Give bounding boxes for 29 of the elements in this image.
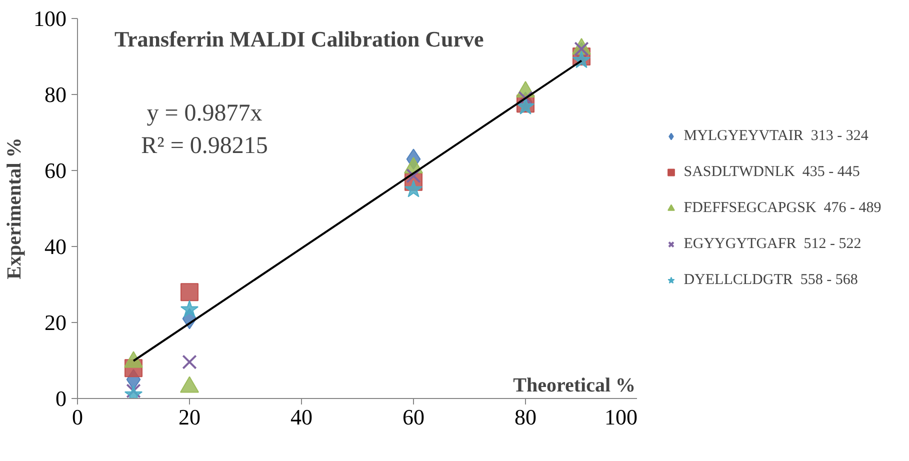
x-tick-label: 0 [72,404,83,430]
point [406,168,421,184]
legend-label: SASDLTWDNLK 435 - 445 [684,162,860,182]
y-tick-label: 80 [44,82,66,107]
x-tick-label: 20 [178,404,200,430]
legend-label: DYELLCLDGTR 558 - 568 [684,270,858,290]
annotation: R² = 0.98215 [141,132,268,159]
chart-title: Transferrin MALDI Calibration Curve [114,26,484,52]
legend-label: FDEFFSEGCAPGSK 476 - 489 [684,198,882,218]
y-tick-label: 40 [44,234,66,259]
point [180,283,198,302]
point [518,90,533,106]
y-tick-label: 60 [44,158,66,183]
point [182,354,197,370]
point [404,180,423,198]
point [180,300,199,318]
y-tick-label: 20 [44,310,66,335]
y-axis-title: Experimental % [4,138,26,280]
x-tick-label: 60 [402,404,424,430]
legend-label: EGYYGYTGAFR 512 - 522 [684,234,862,254]
x-tick-label: 40 [290,404,312,430]
annotation: y = 0.9877x [146,100,262,126]
y-tick-label: 100 [34,6,66,31]
x-tick-label: 100 [604,404,638,430]
x-tick-label: 80 [514,404,536,430]
y-tick-label: 0 [56,386,66,411]
legend-label: MYLGYEYVTAIR 313 - 324 [684,126,868,146]
x-axis-title: Theoretical % [513,374,636,396]
point [572,50,591,68]
